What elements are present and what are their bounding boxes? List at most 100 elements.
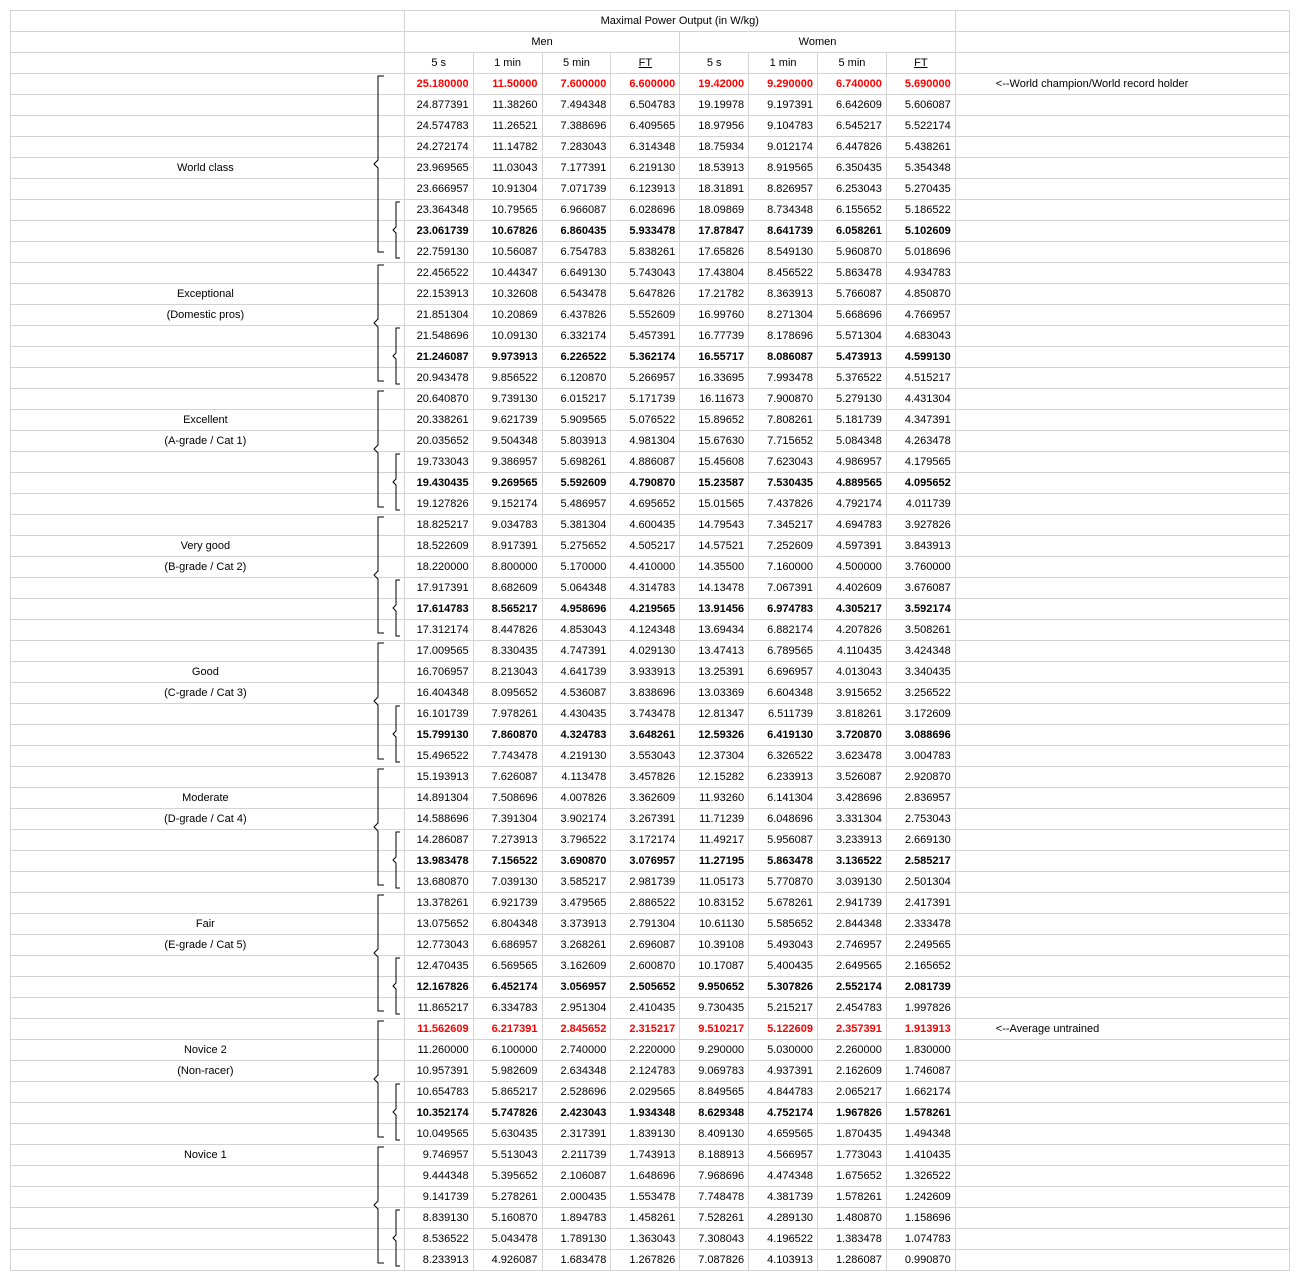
data-cell: 5.770870 [749, 872, 818, 893]
data-cell: 4.029130 [611, 641, 680, 662]
data-cell: 6.642609 [818, 95, 887, 116]
note-cell [955, 746, 1289, 767]
data-cell: 2.600870 [611, 956, 680, 977]
data-cell: 11.03043 [473, 158, 542, 179]
data-cell: 6.332174 [542, 326, 611, 347]
data-cell: 4.747391 [542, 641, 611, 662]
table-row: 15.1939137.6260874.1134783.45782612.1528… [11, 767, 1290, 788]
data-cell: 6.740000 [818, 74, 887, 95]
data-cell: 2.249565 [886, 935, 955, 956]
data-cell: 5.747826 [473, 1103, 542, 1124]
note-cell [955, 1208, 1289, 1229]
category-label-cell [11, 263, 405, 284]
category-bracket [372, 1019, 386, 1039]
table-row: 24.57478311.265217.3886966.40956518.9795… [11, 116, 1290, 137]
note-cell [955, 95, 1289, 116]
category-label: (C-grade / Cat 3) [35, 687, 376, 699]
data-cell: 2.951304 [542, 998, 611, 1019]
data-cell: 3.362609 [611, 788, 680, 809]
data-cell: 18.825217 [404, 515, 473, 536]
data-cell: 13.983478 [404, 851, 473, 872]
data-cell: 4.790870 [611, 473, 680, 494]
category-label: (D-grade / Cat 4) [35, 813, 376, 825]
data-cell: 9.510217 [680, 1019, 749, 1040]
table-row: 19.4304359.2695655.5926094.79087015.2358… [11, 473, 1290, 494]
category-label-cell [11, 1208, 405, 1229]
data-cell: 14.286087 [404, 830, 473, 851]
category-label-cell: Excellent [11, 410, 405, 431]
data-cell: 4.219130 [542, 746, 611, 767]
data-cell: 6.048696 [749, 809, 818, 830]
data-cell: 16.11673 [680, 389, 749, 410]
data-cell: 4.889565 [818, 473, 887, 494]
data-cell: 2.315217 [611, 1019, 680, 1040]
data-cell: 7.283043 [542, 137, 611, 158]
data-cell: 9.197391 [749, 95, 818, 116]
data-cell: 9.746957 [404, 1145, 473, 1166]
note-cell [955, 1082, 1289, 1103]
data-cell: 7.626087 [473, 767, 542, 788]
category-label-cell: Novice 2 [11, 1040, 405, 1061]
data-cell: 3.172174 [611, 830, 680, 851]
data-cell: 2.501304 [886, 872, 955, 893]
data-cell: 4.179565 [886, 452, 955, 473]
data-cell: 12.773043 [404, 935, 473, 956]
data-cell: 1.074783 [886, 1229, 955, 1250]
data-cell: 4.850870 [886, 284, 955, 305]
data-cell: 4.886087 [611, 452, 680, 473]
data-cell: 11.93260 [680, 788, 749, 809]
data-cell: 4.766957 [886, 305, 955, 326]
data-cell: 6.921739 [473, 893, 542, 914]
table-row: 20.6408709.7391306.0152175.17173916.1167… [11, 389, 1290, 410]
data-cell: 4.124348 [611, 620, 680, 641]
data-cell: 10.20869 [473, 305, 542, 326]
data-cell: 3.136522 [818, 851, 887, 872]
table-row: 13.6808707.0391303.5852172.98173911.0517… [11, 872, 1290, 893]
data-cell: 2.552174 [818, 977, 887, 998]
data-cell: 18.31891 [680, 179, 749, 200]
data-cell: 3.233913 [818, 830, 887, 851]
data-cell: 20.943478 [404, 368, 473, 389]
category-label-cell [11, 95, 405, 116]
table-row: Novice 211.2600006.1000002.7400002.22000… [11, 1040, 1290, 1061]
data-cell: 4.981304 [611, 431, 680, 452]
table-row: (Non-racer)10.9573915.9826092.6343482.12… [11, 1061, 1290, 1082]
data-cell: 2.845652 [542, 1019, 611, 1040]
category-label: Novice 1 [35, 1149, 376, 1161]
data-cell: 9.950652 [680, 977, 749, 998]
data-cell: 3.256522 [886, 683, 955, 704]
data-cell: 10.32608 [473, 284, 542, 305]
note-cell [955, 200, 1289, 221]
data-cell: 1.267826 [611, 1250, 680, 1271]
data-cell: 6.217391 [473, 1019, 542, 1040]
data-cell: 5.863478 [749, 851, 818, 872]
data-cell: 3.690870 [542, 851, 611, 872]
table-row: Excellent20.3382619.6217395.9095655.0765… [11, 410, 1290, 431]
data-cell: 4.314783 [611, 578, 680, 599]
data-cell: 1.743913 [611, 1145, 680, 1166]
category-label: Exceptional [35, 288, 376, 300]
blank-header-right [955, 11, 1289, 32]
data-cell: 5.956087 [749, 830, 818, 851]
data-cell: 3.796522 [542, 830, 611, 851]
data-cell: 7.743478 [473, 746, 542, 767]
data-cell: 4.110435 [818, 641, 887, 662]
data-cell: 4.207826 [818, 620, 887, 641]
col-header-5s: 5 s [680, 53, 749, 74]
data-cell: 4.792174 [818, 494, 887, 515]
note-cell: <--Average untrained [955, 1019, 1289, 1040]
data-cell: 17.917391 [404, 578, 473, 599]
table-row: 24.27217411.147827.2830436.31434818.7593… [11, 137, 1290, 158]
data-cell: 5.493043 [749, 935, 818, 956]
table-row: 17.9173918.6826095.0643484.31478314.1347… [11, 578, 1290, 599]
category-label-cell [11, 1229, 405, 1250]
category-label: Fair [35, 918, 376, 930]
data-cell: 8.409130 [680, 1124, 749, 1145]
data-cell: 8.839130 [404, 1208, 473, 1229]
data-cell: 9.444348 [404, 1166, 473, 1187]
col-header-1min: 1 min [749, 53, 818, 74]
data-cell: 9.141739 [404, 1187, 473, 1208]
data-cell: 7.160000 [749, 557, 818, 578]
data-cell: 5.486957 [542, 494, 611, 515]
data-cell: 1.286087 [818, 1250, 887, 1271]
